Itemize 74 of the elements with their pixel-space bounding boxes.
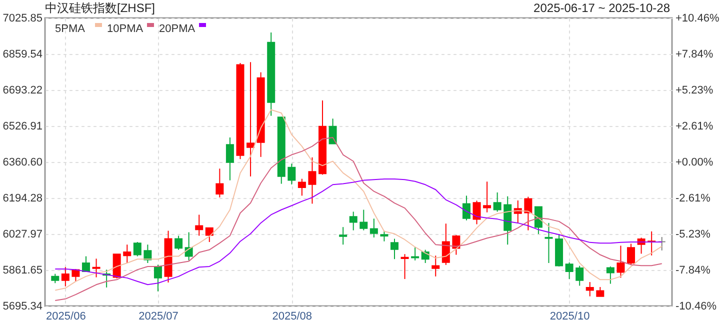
candlestick bbox=[288, 163, 296, 185]
y-tick-label: 6194.28 bbox=[2, 192, 42, 204]
candlestick bbox=[308, 156, 316, 204]
y2-tick-label: -2.61% bbox=[676, 192, 711, 204]
candlestick bbox=[123, 244, 132, 264]
candlestick bbox=[472, 200, 481, 225]
candlestick bbox=[112, 254, 121, 279]
legend-label: 5PMA bbox=[55, 23, 86, 35]
candlestick bbox=[493, 192, 502, 212]
candlestick bbox=[246, 62, 255, 177]
y-tick-label: 6526.91 bbox=[2, 120, 42, 132]
candlestick bbox=[606, 266, 614, 284]
y-tick-label: 6859.54 bbox=[2, 48, 42, 60]
candlestick bbox=[534, 206, 542, 234]
candlestick bbox=[616, 245, 625, 278]
y2-tick-label: -7.84% bbox=[676, 264, 711, 276]
y2-tick-label: -10.46% bbox=[676, 300, 717, 312]
x-tick-label: 2025/07 bbox=[138, 310, 178, 320]
candlestick bbox=[184, 232, 193, 261]
x-tick-label: 2025/10 bbox=[550, 310, 590, 320]
candlestick bbox=[544, 222, 553, 264]
candlestick bbox=[370, 218, 378, 238]
candlestick bbox=[205, 227, 214, 242]
y2-tick-label: +2.61% bbox=[676, 120, 714, 133]
line-series bbox=[54, 109, 662, 291]
candlestick bbox=[627, 243, 636, 266]
candlestick bbox=[565, 262, 574, 280]
candlestick bbox=[298, 178, 306, 196]
candlestick bbox=[339, 226, 348, 246]
candlestick bbox=[72, 268, 80, 282]
candlestick bbox=[452, 234, 460, 256]
candlestick bbox=[390, 238, 398, 260]
candlestick bbox=[380, 230, 388, 242]
candlestick bbox=[61, 266, 70, 287]
candlestick bbox=[360, 209, 368, 231]
y2-tick-label: +0.00% bbox=[676, 156, 714, 168]
y2-tick-label: -5.23% bbox=[676, 228, 711, 240]
candlestick bbox=[226, 136, 234, 181]
candlestick bbox=[174, 235, 183, 250]
candlestick bbox=[483, 181, 492, 213]
y-tick-label: 6693.22 bbox=[2, 84, 42, 96]
candlestick bbox=[432, 255, 440, 277]
candlestick bbox=[411, 246, 420, 261]
candlestick bbox=[462, 195, 470, 221]
candlestick bbox=[586, 282, 594, 297]
candlestick bbox=[596, 286, 604, 297]
x-tick-label: 2025/08 bbox=[272, 310, 312, 320]
candlestick bbox=[442, 223, 450, 266]
y-tick-label: 5695.34 bbox=[2, 300, 42, 312]
candlestick bbox=[144, 244, 152, 264]
candlestick bbox=[82, 256, 90, 272]
chart-title: 中汉硅铁指数[ZHSF] bbox=[45, 1, 155, 15]
candlestick bbox=[195, 214, 204, 236]
candlestick bbox=[576, 265, 584, 286]
candlestick bbox=[216, 168, 224, 198]
candlestick bbox=[400, 254, 409, 280]
candlestick bbox=[154, 264, 162, 292]
y-tick-label: 7025.85 bbox=[2, 12, 42, 24]
y-tick-label: 5861.65 bbox=[2, 264, 42, 276]
x-tick-label: 2025/06 bbox=[46, 310, 86, 320]
chart-subtitle: 2025-06-17 ~ 2025-10-28 bbox=[534, 1, 670, 15]
y2-tick-label: +5.23% bbox=[676, 84, 714, 96]
candlestick bbox=[349, 211, 358, 231]
candlestick bbox=[92, 258, 100, 278]
candlestick bbox=[133, 242, 142, 257]
legend-label: 20PMA bbox=[159, 23, 196, 35]
y2-tick-label: +10.46% bbox=[676, 12, 720, 24]
legend-label: 10PMA bbox=[107, 23, 144, 35]
y-tick-label: 6027.97 bbox=[2, 228, 42, 240]
candlestick bbox=[524, 196, 532, 231]
y2-tick-label: +7.84% bbox=[676, 48, 714, 61]
candlestick bbox=[51, 273, 60, 284]
y-tick-label: 6360.60 bbox=[2, 156, 42, 168]
candlestick bbox=[328, 118, 337, 144]
